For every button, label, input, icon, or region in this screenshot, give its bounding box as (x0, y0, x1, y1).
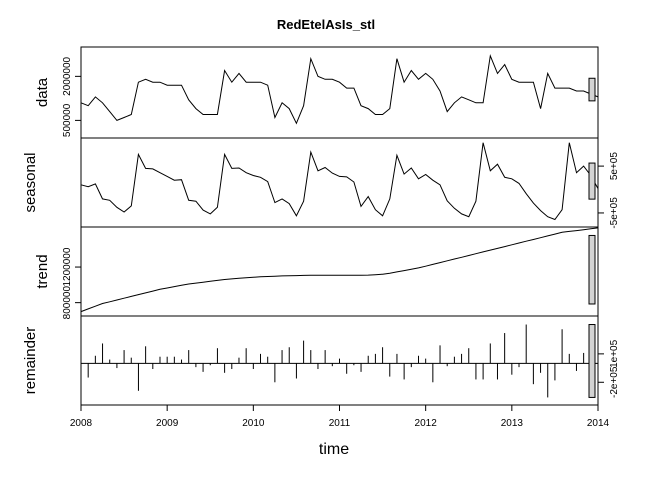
trend-y-tick-label: 1200000 (62, 247, 73, 286)
x-tick-label: 2014 (587, 418, 610, 429)
remainder-range-bar (588, 324, 596, 398)
data-series-line (80, 53, 599, 125)
remainder-y-tick-label: 1e+05 (609, 339, 620, 368)
seasonal-y-tick-label: -5e+05 (609, 197, 620, 229)
seasonal-panel-label: seasonal (22, 152, 39, 212)
x-tick-label: 2009 (156, 418, 179, 429)
trend-panel-label: trend (34, 254, 51, 288)
trend-panel-frame (80, 226, 599, 317)
trend-range-bar (588, 234, 596, 305)
seasonal-panel-frame (80, 137, 599, 228)
seasonal-y-tick-label: 5e+05 (609, 152, 620, 181)
data-range-bar (588, 77, 596, 102)
trend-series-line (80, 227, 599, 313)
x-tick-label: 2010 (242, 418, 265, 429)
panels-group: 500000 2000000 data -5e+05 5e+05 seasonal 8000… (22, 46, 620, 406)
data-y-tick-label: 500000 (62, 103, 73, 137)
panel-seasonal: -5e+05 5e+05 seasonal (22, 137, 620, 229)
x-tick-label: 2008 (70, 418, 93, 429)
seasonal-range-bar (588, 162, 596, 200)
x-tick-label: 2012 (415, 418, 438, 429)
data-panel-label: data (34, 77, 51, 107)
remainder-y-tick-label: -2e+05 (609, 366, 620, 398)
panel-data: 500000 2000000 data (34, 46, 599, 139)
x-tick-label: 2011 (329, 418, 351, 429)
x-tick-label: 2013 (501, 418, 524, 429)
x-axis: 2008 2009 2010 2011 2012 2013 2014 (70, 405, 610, 429)
remainder-panel-label: remainder (22, 327, 39, 395)
x-axis-label: time (319, 441, 349, 458)
data-panel-frame (80, 46, 599, 139)
data-y-tick-label: 2000000 (62, 56, 73, 95)
trend-y-tick-label: 800000 (62, 286, 73, 320)
chart-title: RedEtelAsIs_stl (277, 17, 375, 32)
seasonal-series-line (80, 142, 599, 221)
